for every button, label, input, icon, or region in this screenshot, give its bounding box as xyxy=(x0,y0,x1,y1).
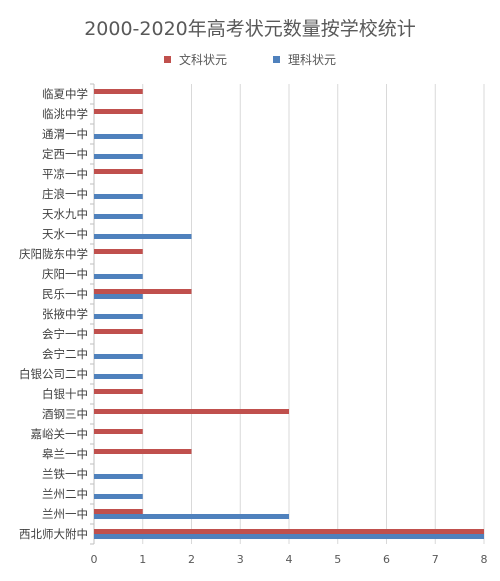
category-label: 会宁二中 xyxy=(42,347,88,361)
bar-liberal-arts xyxy=(94,389,143,394)
bar-liberal-arts xyxy=(94,329,143,334)
category-label: 临夏中学 xyxy=(42,87,88,101)
bar-science xyxy=(94,534,484,539)
legend-swatch-science xyxy=(273,56,280,63)
bar-science xyxy=(94,354,143,359)
category-label: 通渭一中 xyxy=(42,127,88,141)
bar-science xyxy=(94,314,143,319)
bar-liberal-arts xyxy=(94,249,143,254)
category-label: 白银十中 xyxy=(42,387,88,401)
legend-label-science: 理科状元 xyxy=(288,53,337,67)
category-label: 张掖中学 xyxy=(42,307,88,321)
category-label: 兰州二中 xyxy=(42,487,88,501)
bar-science xyxy=(94,474,143,479)
bar-liberal-arts xyxy=(94,289,192,294)
bar-science xyxy=(94,514,289,519)
bar-liberal-arts xyxy=(94,109,143,114)
bar-science xyxy=(94,214,143,219)
x-tick-label-0: 0 xyxy=(91,553,98,566)
bar-science xyxy=(94,294,143,299)
category-label: 皋兰一中 xyxy=(42,447,88,461)
category-label: 白银公司二中 xyxy=(19,367,88,381)
bar-science xyxy=(94,154,143,159)
bar-science xyxy=(94,234,192,239)
category-label: 庆阳陇东中学 xyxy=(19,247,88,261)
legend-swatch-liberal-arts xyxy=(163,56,171,63)
category-label: 会宁一中 xyxy=(42,327,88,341)
bar-science xyxy=(94,274,143,279)
bar-liberal-arts xyxy=(94,409,289,414)
legend-label-liberal-arts: 文科状元 xyxy=(178,53,227,67)
bar-liberal-arts xyxy=(94,509,143,514)
bar-science xyxy=(94,494,143,499)
category-label: 民乐一中 xyxy=(42,287,88,301)
chart-title: 2000-2020年高考状元数量按学校统计 xyxy=(84,18,416,40)
legend-item-liberal-arts: 文科状元 xyxy=(163,51,227,68)
x-tick-label-4: 4 xyxy=(286,553,293,566)
x-tick-label-6: 6 xyxy=(383,553,390,566)
category-label: 天水一中 xyxy=(42,227,88,241)
bar-liberal-arts xyxy=(94,429,143,434)
x-tick-label-2: 2 xyxy=(188,553,195,566)
x-tick-label-3: 3 xyxy=(237,553,244,566)
legend: 文科状元 理科状元 xyxy=(0,51,500,68)
x-tick-label-7: 7 xyxy=(432,553,439,566)
x-tick-label-8: 8 xyxy=(481,553,488,566)
category-label: 定西一中 xyxy=(42,147,88,161)
category-label: 庆阳一中 xyxy=(42,267,88,281)
legend-item-science: 理科状元 xyxy=(273,51,336,68)
category-label: 嘉峪关一中 xyxy=(31,427,89,441)
bar-liberal-arts xyxy=(94,449,192,454)
bar-liberal-arts xyxy=(94,529,484,534)
category-label: 临洮中学 xyxy=(42,107,88,121)
category-label: 庄浪一中 xyxy=(42,187,88,201)
category-label: 兰铁一中 xyxy=(42,467,88,481)
category-label: 兰州一中 xyxy=(42,507,88,521)
bar-liberal-arts xyxy=(94,169,143,174)
bar-liberal-arts xyxy=(94,89,143,94)
category-label: 平凉一中 xyxy=(42,167,88,181)
bar-science xyxy=(94,374,143,379)
category-label: 酒钢三中 xyxy=(42,407,88,421)
x-tick-label-1: 1 xyxy=(139,553,146,566)
bar-science xyxy=(94,194,143,199)
category-label: 西北师大附中 xyxy=(19,527,88,541)
category-label: 天水九中 xyxy=(42,207,88,221)
bar-science xyxy=(94,134,143,139)
x-tick-label-5: 5 xyxy=(334,553,341,566)
